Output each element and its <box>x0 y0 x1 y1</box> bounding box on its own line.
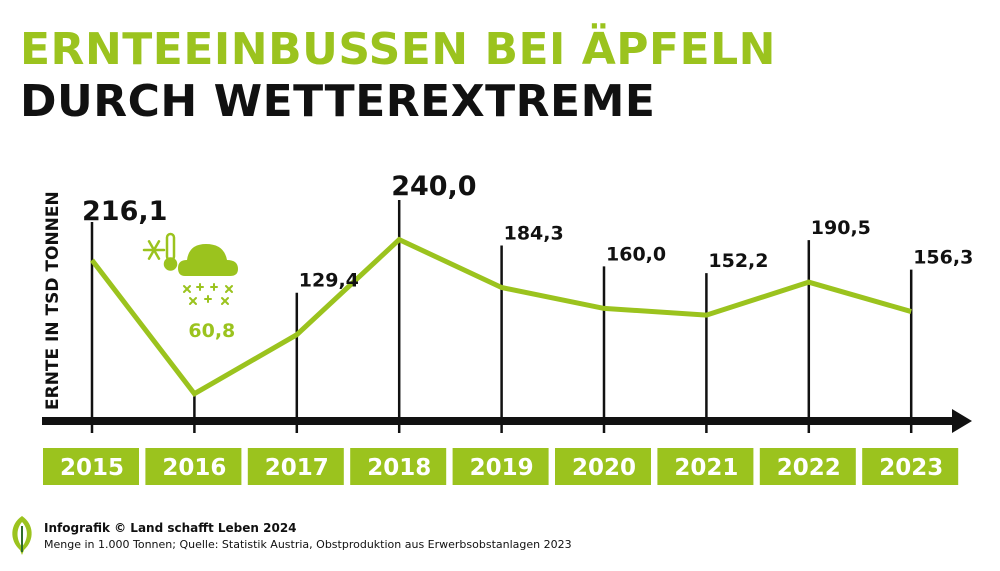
year-box-2015 <box>43 448 139 485</box>
leaf-logo-icon <box>12 516 32 555</box>
value-label-2020: 160,0 <box>606 243 666 265</box>
year-box-2022 <box>759 448 856 485</box>
year-box-2018 <box>350 448 447 485</box>
year-box-2016 <box>145 448 242 485</box>
footer-credit: Infografik © Land schafft Leben 2024 <box>44 521 297 535</box>
x-tick-label-2020: 2020 <box>572 455 636 481</box>
x-tick-label-2019: 2019 <box>470 455 534 481</box>
year-box-2021 <box>657 448 754 485</box>
title-line-2: DURCH WETTEREXTREME <box>20 76 656 127</box>
x-tick-label-2022: 2022 <box>777 455 841 481</box>
value-label-2019: 184,3 <box>504 223 564 245</box>
year-box-2019 <box>452 448 549 485</box>
x-tick-label-2021: 2021 <box>674 455 738 481</box>
value-label-2016: 60,8 <box>188 320 235 342</box>
value-label-2022: 190,5 <box>811 217 871 239</box>
value-label-2023: 156,3 <box>913 247 973 269</box>
x-tick-label-2018: 2018 <box>367 455 431 481</box>
series-line <box>90 236 912 397</box>
value-label-2021: 152,2 <box>708 250 768 272</box>
x-tick-label-2023: 2023 <box>879 455 943 481</box>
title-line-1: ERNTEEINBUSSEN BEI ÄPFELN <box>20 24 777 75</box>
value-label-2018: 240,0 <box>391 171 476 202</box>
x-axis-arrow-icon <box>952 409 972 433</box>
value-label-2017: 129,4 <box>299 270 359 292</box>
x-tick-label-2017: 2017 <box>265 455 329 481</box>
frost-weather-icon <box>142 232 238 305</box>
y-axis-label: ERNTE IN TSD TONNEN <box>43 191 63 410</box>
year-box-2023 <box>862 448 959 485</box>
x-tick-label-2015: 2015 <box>60 455 124 481</box>
x-tick-label-2016: 2016 <box>162 455 226 481</box>
footer-source: Menge in 1.000 Tonnen; Quelle: Statistik… <box>44 538 572 551</box>
year-box-2020 <box>555 448 651 485</box>
year-box-2017 <box>247 448 344 485</box>
value-label-2015: 216,1 <box>82 196 167 227</box>
